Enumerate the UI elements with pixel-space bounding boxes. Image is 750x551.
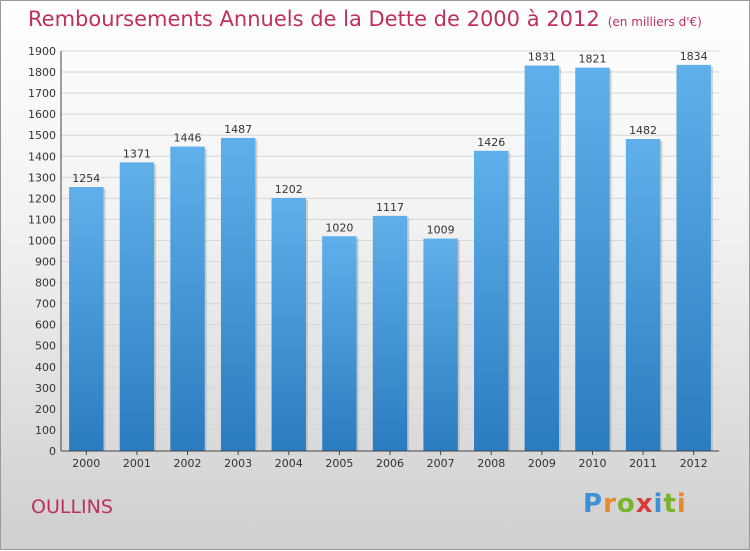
- bar-2011: [625, 139, 661, 451]
- logo-letter: r: [603, 489, 617, 519]
- proxiti-logo[interactable]: Proxiti: [583, 489, 687, 519]
- bar-2000: [69, 187, 104, 451]
- x-tick-label: 2010: [578, 457, 606, 470]
- logo-letter: o: [616, 489, 636, 519]
- bar-2009: [524, 65, 560, 452]
- x-tick-label: 2007: [427, 457, 455, 470]
- bar-2005: [322, 236, 357, 451]
- data-label-2012: 1834: [680, 50, 708, 63]
- data-label-2004: 1202: [275, 183, 303, 196]
- y-tick-label: 1600: [28, 108, 56, 121]
- data-label-2010: 1821: [578, 53, 606, 66]
- bar-2012: [676, 64, 711, 451]
- bar-2004: [271, 197, 306, 451]
- logo-letter: P: [583, 489, 604, 519]
- logo-letter: x: [635, 489, 654, 519]
- y-tick-label: 300: [35, 382, 56, 395]
- y-tick-label: 1500: [28, 129, 56, 142]
- y-tick-label: 1200: [28, 192, 56, 205]
- data-label-2001: 1371: [123, 147, 151, 160]
- bar-2006: [372, 215, 408, 451]
- y-tick-label: 1400: [28, 150, 56, 163]
- bar-layer: 1254 1371 1446 1487 1202 1020 1117 1009 1426 1831…: [69, 50, 713, 452]
- y-tick-label: 1100: [28, 213, 56, 226]
- data-label-2005: 1020: [325, 221, 353, 234]
- y-tick-label: 200: [35, 403, 56, 416]
- bar-2008: [474, 150, 509, 451]
- data-label-2000: 1254: [72, 172, 100, 185]
- x-tick-label: 2009: [528, 457, 556, 470]
- y-tick-label: 600: [35, 319, 56, 332]
- y-tick-label: 900: [35, 256, 56, 269]
- city-name: OULLINS: [31, 496, 113, 518]
- data-label-2003: 1487: [224, 123, 252, 136]
- y-tick-label: 1700: [28, 87, 56, 100]
- x-tick-label: 2001: [123, 457, 151, 470]
- data-label-2002: 1446: [174, 132, 202, 145]
- y-tick-label: 700: [35, 298, 56, 311]
- y-tick-label: 100: [35, 424, 56, 437]
- data-label-2008: 1426: [477, 136, 505, 149]
- x-tick-label: 2005: [325, 457, 353, 470]
- y-tick-label: 1900: [28, 45, 56, 58]
- x-tick-label: 2003: [224, 457, 252, 470]
- x-tick-label: 2011: [629, 457, 657, 470]
- x-tick-label: 2006: [376, 457, 404, 470]
- y-tick-label: 1800: [28, 66, 56, 79]
- bar-2001: [119, 162, 155, 452]
- y-tick-label: 500: [35, 340, 56, 353]
- title-text: Remboursements Annuels de la Dette de 20…: [28, 7, 600, 31]
- title-unit: (en milliers d'€): [607, 15, 702, 29]
- bar-2002: [170, 146, 205, 451]
- x-tick-label: 2002: [174, 457, 202, 470]
- chart-title: Remboursements Annuels de la Dette de 20…: [28, 7, 702, 31]
- logo-letter: i: [676, 489, 687, 519]
- bar-2007: [423, 238, 458, 451]
- x-tick-label: 2008: [477, 457, 505, 470]
- data-label-2011: 1482: [629, 124, 657, 137]
- data-label-2006: 1117: [376, 201, 404, 214]
- axis-layer: 0 100 200 300 400 500 600 700 800 900 1000 1100 1200…: [28, 45, 719, 470]
- x-tick-label: 2000: [72, 457, 100, 470]
- y-tick-label: 0: [49, 445, 56, 458]
- y-tick-label: 800: [35, 277, 56, 290]
- data-label-2009: 1831: [528, 51, 556, 64]
- bar-2003: [220, 137, 256, 451]
- x-tick-label: 2004: [275, 457, 303, 470]
- logo-letter: i: [653, 489, 664, 519]
- data-label-2007: 1009: [427, 224, 455, 237]
- y-tick-label: 400: [35, 361, 56, 374]
- y-tick-label: 1300: [28, 171, 56, 184]
- y-tick-label: 1000: [28, 234, 56, 247]
- x-tick-label: 2012: [680, 457, 708, 470]
- logo-letter: t: [663, 489, 677, 519]
- bar-2010: [575, 67, 610, 451]
